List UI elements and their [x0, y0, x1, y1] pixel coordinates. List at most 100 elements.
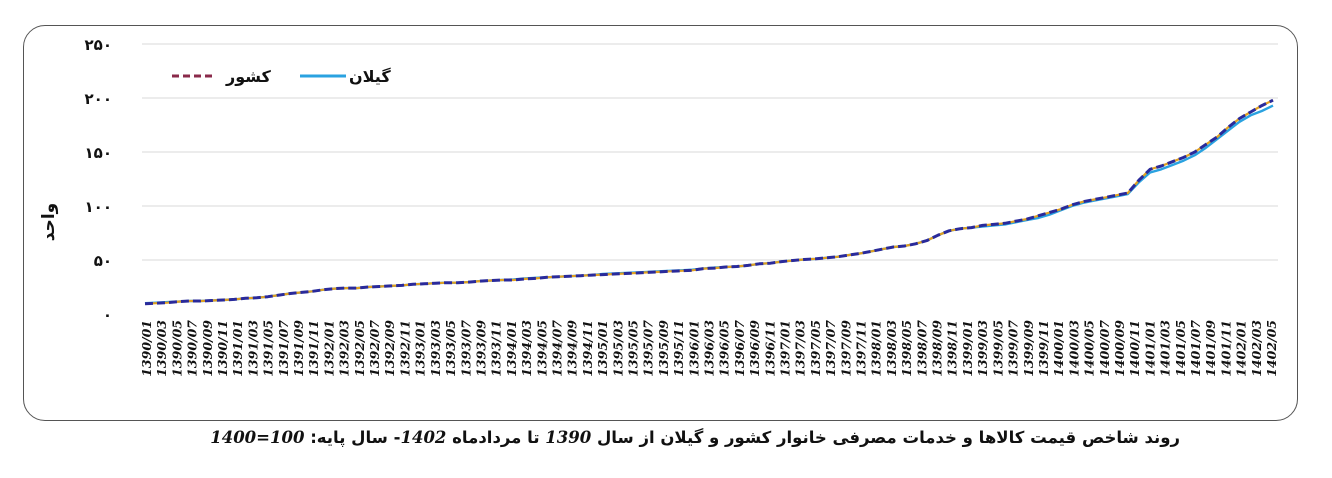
x-tick-label: 1393/05 — [443, 320, 458, 377]
x-tick-label: 1398/01 — [869, 320, 884, 377]
x-tick-label: 1391/05 — [261, 320, 276, 377]
x-tick-label: 1398/05 — [899, 320, 914, 377]
x-tick-label: 1390/05 — [169, 320, 184, 377]
x-tick-label: 1392/09 — [382, 320, 397, 377]
x-tick-label: 1399/05 — [990, 320, 1005, 377]
x-tick-label: 1397/05 — [808, 320, 823, 377]
legend-label-national: کشور — [225, 67, 272, 86]
x-tick-label: 1390/09 — [200, 320, 215, 377]
x-tick-label: 1395/11 — [671, 320, 686, 377]
y-axis-label: واحد — [39, 203, 59, 241]
x-tick-label: 1402/05 — [1264, 320, 1279, 377]
x-tick-label: 1401/07 — [1188, 320, 1203, 377]
x-tick-label: 1391/11 — [306, 320, 321, 377]
x-tick-label: 1401/03 — [1158, 320, 1173, 377]
x-tick-label: 1397/11 — [854, 320, 869, 377]
caption-end-year: 1402 — [400, 428, 447, 447]
x-tick-label: 1394/05 — [534, 320, 549, 377]
x-tick-label: 1395/07 — [641, 320, 656, 377]
x-tick-label: 1399/01 — [960, 320, 975, 377]
caption-start-year: 1390 — [545, 428, 592, 447]
x-tick-label: 1390/03 — [154, 320, 169, 377]
x-tick-label: 1393/07 — [458, 320, 473, 377]
x-tick-label: 1396/11 — [762, 320, 777, 377]
x-tick-label: 1396/09 — [747, 320, 762, 377]
caption-text: روند شاخص قیمت کالاها و خدمات مصرفی خانو… — [596, 428, 1180, 447]
x-tick-label: 1390/11 — [215, 320, 230, 377]
x-tick-label: 1396/07 — [732, 320, 747, 377]
x-tick-label: 1393/09 — [473, 320, 488, 377]
x-tick-label: 1401/01 — [1142, 320, 1157, 377]
x-tick-label: 1392/05 — [352, 320, 367, 377]
series-line-national — [144, 98, 1274, 306]
x-tick-label: 1401/09 — [1203, 320, 1218, 377]
x-tick-label: 1401/05 — [1173, 320, 1188, 377]
x-tick-label: 1395/05 — [625, 320, 640, 377]
x-tick-label: 1393/11 — [489, 320, 504, 377]
x-tick-label: 1393/03 — [428, 320, 443, 377]
x-tick-label: 1392/01 — [321, 320, 336, 377]
legend: کشور گیلان — [172, 67, 391, 86]
series-line-national-under — [144, 99, 1274, 305]
x-tick-label: 1391/01 — [230, 320, 245, 377]
gridlines — [142, 43, 1278, 261]
x-tick-label: 1391/09 — [291, 320, 306, 377]
x-tick-label: 1394/03 — [519, 320, 534, 377]
x-tick-label: 1392/03 — [337, 320, 352, 377]
chart-frame — [23, 25, 1298, 421]
x-tick-label: 1396/03 — [702, 320, 717, 377]
x-tick-label: 1399/07 — [1006, 320, 1021, 377]
x-tick-label: 1394/11 — [580, 320, 595, 377]
caption-text-2: تا مردادماه — [452, 428, 540, 447]
x-tick-label: 1401/11 — [1218, 320, 1233, 377]
x-tick-label: 1398/07 — [914, 320, 929, 377]
x-tick-label: 1394/09 — [565, 320, 580, 377]
x-tick-label: 1394/01 — [504, 320, 519, 377]
x-tick-label: 1402/03 — [1249, 320, 1264, 377]
caption-text-3: - سال پایه: — [310, 428, 401, 447]
x-tick-label: 1397/07 — [823, 320, 838, 377]
y-tick-label: ٠ — [103, 306, 112, 324]
x-tick-label: 1400/05 — [1082, 320, 1097, 377]
x-tick-label: 1390/01 — [139, 320, 154, 377]
x-tick-label: 1400/01 — [1051, 320, 1066, 377]
x-tick-label: 1395/09 — [656, 320, 671, 377]
x-tick-label: 1399/03 — [975, 320, 990, 377]
legend-label-gilan: گیلان — [349, 67, 391, 86]
caption-base-year: 100=1400 — [210, 428, 305, 447]
x-tick-label: 1393/01 — [413, 320, 428, 377]
x-axis: 1390/01 1390/03 1390/05 1390/07 1390/09 1390/… — [139, 320, 1279, 377]
x-tick-label: 1400/09 — [1112, 320, 1127, 377]
series-line-gilan — [144, 104, 1274, 305]
x-tick-label: 1400/03 — [1066, 320, 1081, 377]
x-tick-label: 1390/07 — [185, 320, 200, 377]
x-tick-label: 1400/11 — [1127, 320, 1142, 377]
y-tick-label: ۵٠ — [94, 252, 112, 270]
x-tick-label: 1397/09 — [838, 320, 853, 377]
x-tick-label: 1400/07 — [1097, 320, 1112, 377]
x-tick-label: 1399/11 — [1036, 320, 1051, 377]
x-tick-label: 1392/07 — [367, 320, 382, 377]
x-tick-label: 1396/01 — [686, 320, 701, 377]
x-tick-label: 1394/07 — [549, 320, 564, 377]
y-axis: ٠ ۵٠ ١٠٠ ١۵٠ ٢٠٠ ٢۵٠ — [85, 36, 112, 324]
x-tick-label: 1391/07 — [276, 320, 291, 377]
x-tick-label: 1395/03 — [610, 320, 625, 377]
x-tick-label: 1397/03 — [793, 320, 808, 377]
x-tick-label: 1398/11 — [945, 320, 960, 377]
y-tick-label: ٢۵٠ — [85, 36, 112, 54]
y-tick-label: ١٠٠ — [85, 198, 112, 216]
x-tick-label: 1398/03 — [884, 320, 899, 377]
y-tick-label: ٢٠٠ — [85, 90, 112, 108]
x-tick-label: 1399/09 — [1021, 320, 1036, 377]
x-tick-label: 1396/05 — [717, 320, 732, 377]
x-tick-label: 1397/01 — [778, 320, 793, 377]
x-tick-label: 1395/01 — [595, 320, 610, 377]
x-tick-label: 1398/09 — [930, 320, 945, 377]
chart-caption: روند شاخص قیمت کالاها و خدمات مصرفی خانو… — [0, 428, 1180, 447]
x-tick-label: 1392/11 — [397, 320, 412, 377]
series-lines — [144, 98, 1274, 306]
y-tick-label: ١۵٠ — [85, 144, 112, 162]
x-tick-label: 1391/03 — [245, 320, 260, 377]
